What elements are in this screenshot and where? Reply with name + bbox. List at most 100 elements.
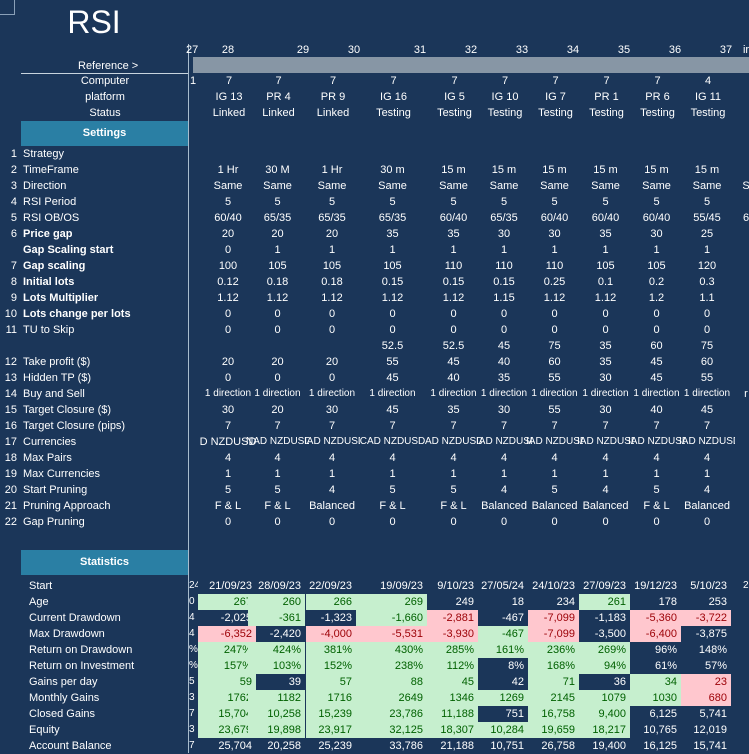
setting-cell[interactable]: 5 [602,196,609,208]
setting-cell[interactable]: 25 [700,228,714,240]
setting-cell[interactable]: 20 [271,404,284,416]
stat-cell[interactable]: 36 [613,676,626,688]
setting-cell[interactable]: 5 [224,484,232,496]
stat-cell[interactable]: 23,917 [306,722,356,738]
setting-cell[interactable]: 0.3 [699,276,715,288]
setting-cell[interactable]: 4 [500,484,508,496]
setting-cell[interactable]: 1.2 [648,292,665,304]
table-cell[interactable]: PR 9 [320,91,346,103]
setting-cell[interactable]: F & L [379,500,406,512]
setting-cell[interactable]: 15 m [694,164,720,176]
setting-cell[interactable]: 5 [500,196,508,208]
setting-cell[interactable]: 1 direction [308,388,356,399]
stat-cell[interactable]: 21/09/23 [209,580,252,592]
setting-cell[interactable]: 1 [450,244,457,256]
setting-cell[interactable]: 52.5 [381,340,404,352]
setting-cell[interactable]: 1 direction [254,388,301,399]
setting-cell[interactable]: IAD NZDUSD [628,436,685,447]
column-header[interactable]: 36 [668,44,682,56]
setting-cell[interactable]: 15 m [491,164,517,176]
setting-cell[interactable]: 5 [551,484,558,496]
table-cell[interactable]: Testing [487,107,523,119]
stat-cell[interactable]: 23,786 [356,706,427,722]
stat-cell[interactable]: 2649 [356,690,427,706]
setting-cell[interactable]: 1 [328,468,336,480]
setting-cell[interactable]: 0 [224,308,232,320]
setting-cell[interactable]: 0 [653,516,660,528]
setting-cell[interactable]: 1.12 [442,292,465,304]
setting-cell[interactable]: 60/40 [642,212,671,224]
stat-cell[interactable]: 430% [356,642,427,658]
setting-cell[interactable] [246,338,309,354]
setting-cell[interactable]: AD NZDUSD [425,436,482,447]
setting-cell[interactable]: 4 [602,452,609,464]
stat-cell[interactable]: 168% [528,658,579,674]
stat-cell[interactable]: 15,704 [198,706,256,722]
setting-cell[interactable]: CAD NZDUSD [359,436,426,447]
setting-cell[interactable]: 0 [224,244,232,256]
table-cell[interactable]: Testing [437,107,472,119]
setting-cell[interactable]: 0 [450,324,457,336]
setting-cell[interactable]: 1 [389,468,396,480]
stat-cell[interactable]: 8% [508,660,524,672]
stat-cell[interactable]: 12,019 [693,724,727,736]
setting-cell[interactable]: 30 [650,228,663,240]
column-header[interactable]: 30 [347,44,361,56]
setting-cell[interactable]: 105 [383,260,402,272]
stat-cell[interactable]: 18,217 [579,722,630,738]
setting-cell[interactable]: 0 [703,324,711,336]
setting-cell[interactable]: 0 [703,308,711,320]
stat-cell[interactable]: -1,323 [320,612,352,624]
setting-cell[interactable]: 60 [650,340,663,352]
setting-cell[interactable]: Same [439,180,468,192]
setting-cell[interactable]: 0 [602,324,609,336]
stat-cell[interactable]: 25,239 [318,740,352,752]
stat-cell[interactable]: -3,500 [594,628,626,640]
setting-cell[interactable]: 30 M [265,164,290,176]
setting-cell[interactable]: 0 [224,372,232,384]
setting-cell[interactable]: 1.12 [543,292,566,304]
setting-cell[interactable]: 0 [274,308,281,320]
setting-cell[interactable]: 0.15 [381,276,404,288]
setting-cell[interactable]: 0 [450,308,457,320]
setting-cell[interactable]: 1 [389,244,396,256]
setting-cell[interactable]: 5 [389,484,396,496]
stat-cell[interactable]: -7,099 [528,610,579,626]
setting-cell[interactable]: 105 [268,260,287,272]
stat-cell[interactable]: 27/05/24 [481,580,524,592]
stat-cell[interactable]: -1,660 [356,610,427,626]
stat-cell[interactable]: 71 [528,674,579,690]
setting-cell[interactable]: 1 [274,244,281,256]
setting-cell[interactable]: Same [642,180,671,192]
stat-cell[interactable]: 680 [681,690,731,706]
setting-cell[interactable]: 0 [389,308,396,320]
stat-cell[interactable]: 2145 [528,690,579,706]
stat-cell[interactable]: 5/10/23 [690,580,727,592]
stat-cell[interactable]: 5,741 [699,708,727,720]
setting-cell[interactable]: 65/35 [318,212,346,224]
stat-cell[interactable]: 1346 [427,690,478,706]
stat-cell[interactable]: -467 [501,612,524,624]
stat-cell[interactable]: 20,258 [267,740,301,752]
setting-cell[interactable]: 105 [322,260,342,272]
setting-cell[interactable]: 5 [551,196,558,208]
setting-cell[interactable]: 4 [328,452,336,464]
setting-cell[interactable]: 30 [497,404,511,416]
setting-cell[interactable]: 100 [218,260,238,272]
setting-cell[interactable]: 1 direction [369,388,416,399]
stat-cell[interactable]: 96% [654,644,677,656]
setting-cell[interactable]: 15 m [542,164,567,176]
setting-cell[interactable]: 7 [500,420,508,432]
setting-cell[interactable]: 4 [602,484,609,496]
stat-cell[interactable]: 269 [356,594,427,610]
setting-cell[interactable]: 0 [328,308,336,320]
table-cell[interactable]: 7 [275,75,282,87]
setting-cell[interactable]: 1.12 [594,292,617,304]
stat-cell[interactable]: 18,307 [427,722,478,738]
setting-cell[interactable]: 60/40 [540,212,569,224]
column-header[interactable]: 32 [464,44,478,56]
setting-cell[interactable] [425,146,482,162]
stat-cell[interactable]: 751 [505,708,524,720]
select-all-corner[interactable] [0,0,15,15]
setting-cell[interactable]: 0 [602,308,609,320]
